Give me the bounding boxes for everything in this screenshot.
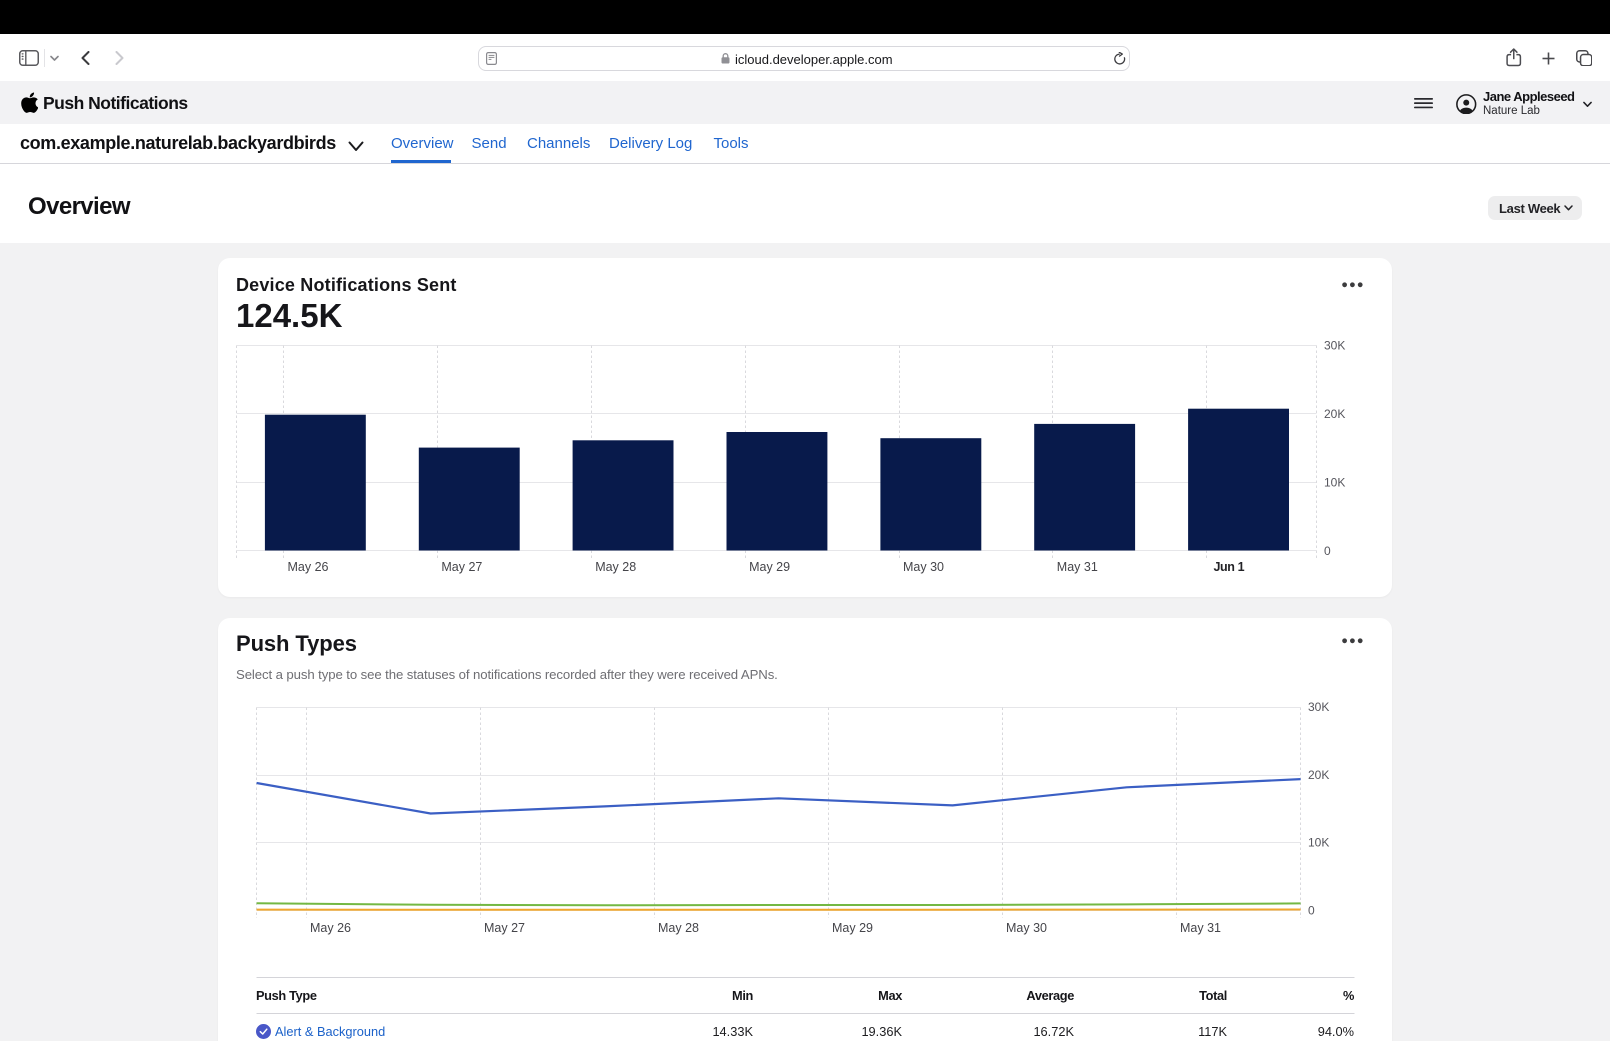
svg-text:May 28: May 28	[658, 921, 699, 935]
svg-text:May 28: May 28	[595, 560, 636, 574]
svg-text:May 26: May 26	[288, 560, 329, 574]
svg-text:Jun 1: Jun 1	[1214, 560, 1245, 574]
svg-text:May 27: May 27	[441, 560, 482, 574]
svg-text:May 30: May 30	[1006, 921, 1047, 935]
svg-text:10K: 10K	[1308, 836, 1329, 850]
svg-text:May 29: May 29	[749, 560, 790, 574]
svg-text:30K: 30K	[1324, 339, 1345, 353]
svg-text:30K: 30K	[1308, 700, 1329, 714]
svg-text:May 31: May 31	[1180, 921, 1221, 935]
svg-text:10K: 10K	[1324, 475, 1345, 489]
svg-text:20K: 20K	[1324, 407, 1345, 421]
svg-text:0: 0	[1324, 544, 1331, 558]
svg-text:0: 0	[1308, 904, 1315, 918]
svg-text:May 26: May 26	[310, 921, 351, 935]
svg-text:May 29: May 29	[832, 921, 873, 935]
svg-text:May 27: May 27	[484, 921, 525, 935]
svg-text:20K: 20K	[1308, 768, 1329, 782]
svg-text:May 31: May 31	[1057, 560, 1098, 574]
svg-text:May 30: May 30	[903, 560, 944, 574]
